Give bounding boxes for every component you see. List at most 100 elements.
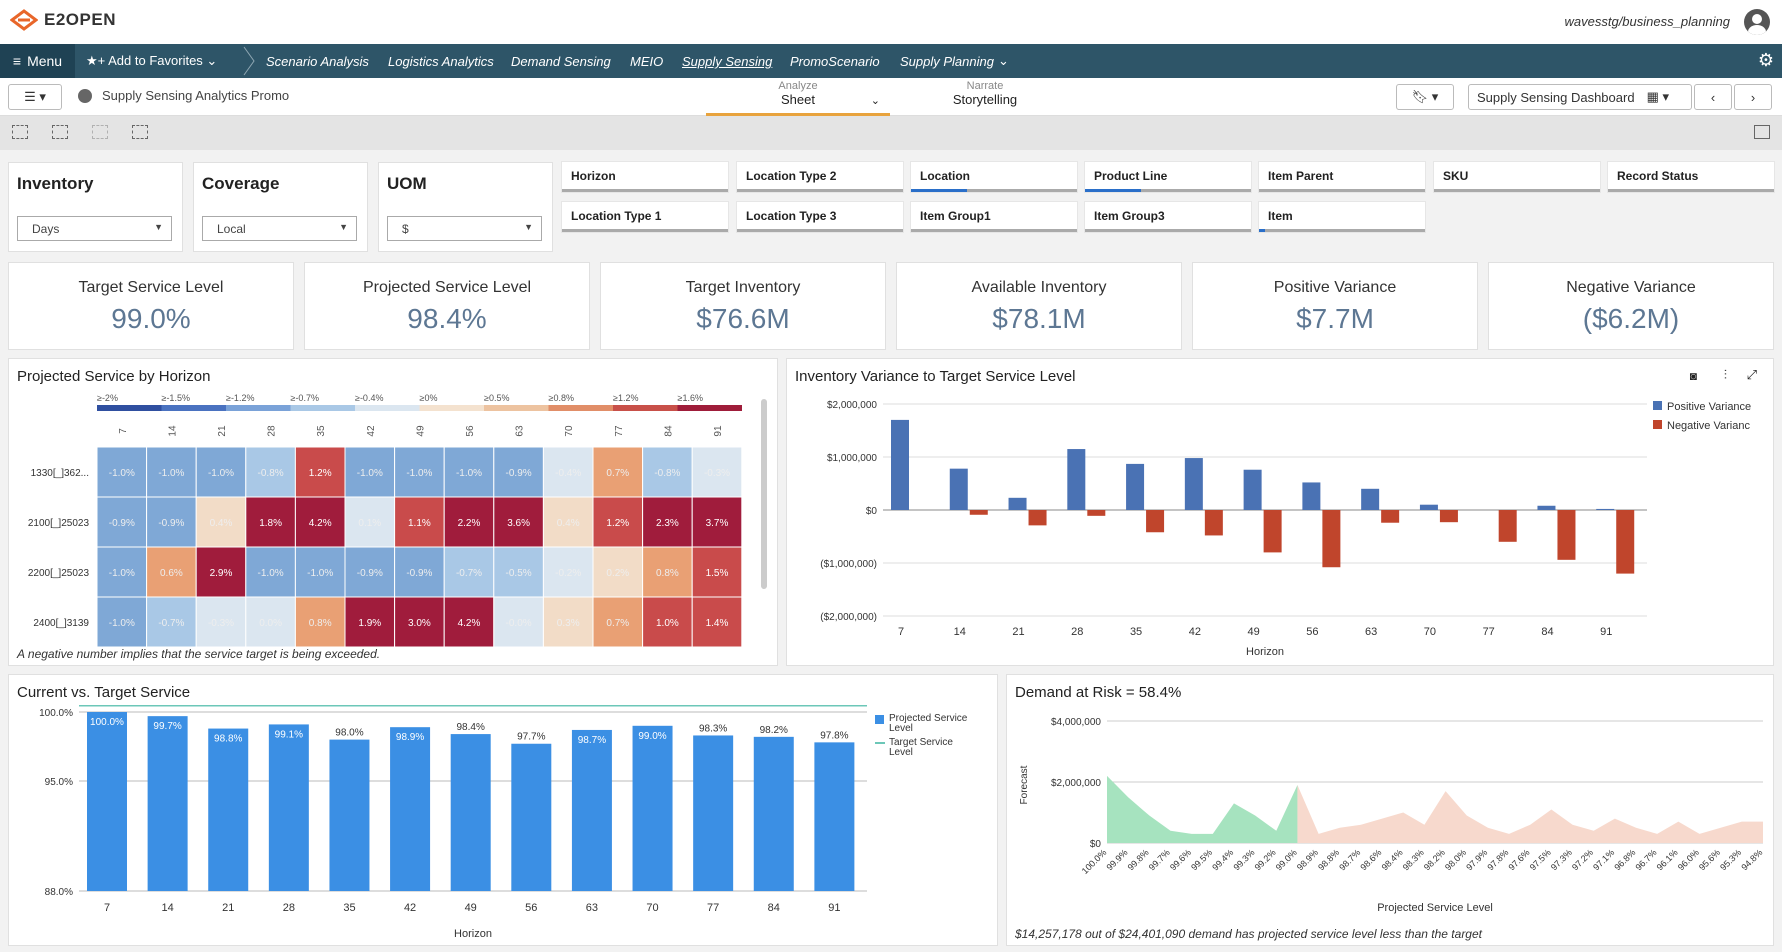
- service-panel: Current vs. Target Service 100.0% 95.0% 88…: [8, 674, 998, 946]
- list-menu-button[interactable]: ☰ ▾: [8, 84, 62, 110]
- heatmap-cell: [691, 546, 743, 598]
- chip-item[interactable]: Item: [1259, 202, 1425, 232]
- app-header: E2OPEN wavesstg/business_planning: [0, 0, 1782, 44]
- nav-meio[interactable]: MEIO: [630, 54, 664, 69]
- x-tick-label: 98.2%: [1422, 847, 1447, 872]
- heatmap-col-label: 56: [465, 425, 476, 437]
- chip-product-line[interactable]: Product Line: [1085, 162, 1251, 192]
- main-nav: ≡ Menu ★+ Add to Favorites ⌄ Scenario Ana…: [0, 44, 1782, 78]
- heatmap-cell: [394, 596, 445, 648]
- x-tick-label: 99.0%: [1274, 847, 1299, 872]
- positive-variance-bar: [1302, 482, 1321, 510]
- positive-variance-bar: [1067, 449, 1086, 510]
- projected-service-bar: [329, 739, 370, 891]
- negative-variance-bar: [1616, 510, 1635, 574]
- heatmap-legend-swatch: [161, 405, 226, 411]
- heatmap-legend-label: ≥1.2%: [613, 393, 638, 403]
- chip-location-type-2[interactable]: Location Type 2: [737, 162, 903, 192]
- heatmap-cell-label: -0.4%: [555, 468, 581, 479]
- kpi-positive-variance[interactable]: Positive Variance $7.7M: [1192, 262, 1478, 350]
- camera-icon[interactable]: ◙: [1689, 369, 1697, 383]
- kpi-negative-variance[interactable]: Negative Variance ($6.2M): [1488, 262, 1774, 350]
- heatmap-cell: [394, 546, 445, 598]
- x-tick-label: 63: [586, 902, 598, 914]
- zoom-select-icon[interactable]: [12, 125, 28, 139]
- uom-dropdown[interactable]: $: [387, 216, 542, 241]
- nav-scenario-analysis[interactable]: Scenario Analysis: [266, 54, 369, 69]
- nav-demand-sensing[interactable]: Demand Sensing: [511, 54, 611, 69]
- chip-location[interactable]: Location: [911, 162, 1077, 192]
- projected-service-bar: [511, 743, 552, 891]
- chip-horizon[interactable]: Horizon: [562, 162, 728, 192]
- heatmap-cell-label: -0.0%: [506, 618, 532, 629]
- chip-item-group1[interactable]: Item Group1: [911, 202, 1077, 232]
- bookmark-icon: 🔖︎ ▾: [1411, 89, 1439, 104]
- chip-location-type-3[interactable]: Location Type 3: [737, 202, 903, 232]
- heatmap-cell: [642, 546, 693, 598]
- heatmap-cell-label: 3.7%: [706, 518, 729, 529]
- add-to-favorites-button[interactable]: ★+ Add to Favorites ⌄: [86, 53, 217, 69]
- filter-sliders-icon[interactable]: ⫶: [1723, 367, 1727, 382]
- heatmap-cell: [542, 546, 594, 598]
- layout-icon[interactable]: [1754, 125, 1770, 139]
- brand-logo[interactable]: E2OPEN: [10, 8, 116, 32]
- chip-item-group3[interactable]: Item Group3: [1085, 202, 1251, 232]
- next-button[interactable]: ›: [1734, 84, 1772, 110]
- heatmap-cell: [146, 546, 197, 598]
- heatmap-row-label: 1330[_]362...: [31, 468, 89, 479]
- redo-select-icon[interactable]: [92, 125, 108, 139]
- heatmap-cell-label: 2.2%: [458, 518, 481, 529]
- kpi-target-inventory[interactable]: Target Inventory $76.6M: [600, 262, 886, 350]
- nav-supply-sensing[interactable]: Supply Sensing: [682, 54, 773, 69]
- nav-promoscenario[interactable]: PromoScenario: [790, 54, 880, 69]
- heatmap-legend-swatch: [484, 405, 549, 411]
- x-tick-label: 35: [343, 902, 355, 914]
- inventory-dropdown[interactable]: Days: [17, 216, 172, 241]
- undo-select-icon[interactable]: [52, 125, 68, 139]
- heatmap-cell: [294, 546, 346, 598]
- heatmap-cell: [443, 596, 495, 648]
- x-tick-label: 14: [161, 902, 173, 914]
- settings-select-icon[interactable]: [132, 125, 148, 139]
- negative-variance-bar: [1498, 510, 1517, 542]
- coverage-dropdown[interactable]: Local: [202, 216, 357, 241]
- menu-button[interactable]: ≡ Menu: [0, 44, 75, 78]
- chip-item-parent[interactable]: Item Parent: [1259, 162, 1425, 192]
- legend-label: Negative Varianc: [1667, 420, 1750, 432]
- nav-supply-planning[interactable]: Supply Planning: [900, 54, 994, 69]
- heatmap-cell: [344, 546, 396, 598]
- heatmap-cell-label: 0.7%: [606, 618, 629, 629]
- expand-icon[interactable]: ⤢: [1746, 367, 1757, 382]
- analyze-value: Sheet: [781, 92, 815, 107]
- demand-risk-note: $14,257,178 out of $24,401,090 demand ha…: [1015, 927, 1482, 941]
- heatmap-legend-label: ≥1.6%: [678, 393, 703, 403]
- menu-label: Menu: [27, 53, 63, 69]
- kpi-projected-service-level[interactable]: Projected Service Level 98.4%: [304, 262, 590, 350]
- user-name[interactable]: wavesstg/business_planning: [1564, 14, 1731, 29]
- x-tick-label: 97.9%: [1464, 847, 1489, 872]
- chip-record-status[interactable]: Record Status: [1608, 162, 1774, 192]
- nav-logistics-analytics[interactable]: Logistics Analytics: [388, 54, 494, 69]
- previous-button[interactable]: ‹: [1694, 84, 1732, 110]
- heatmap-cell: [96, 546, 148, 598]
- y-tick-label: $0: [866, 506, 878, 517]
- heatmap-cell-label: 0.8%: [656, 568, 679, 579]
- heatmap-cell: [394, 446, 445, 498]
- chevron-down-icon[interactable]: ⌄: [998, 53, 1009, 68]
- kpi-available-inventory[interactable]: Available Inventory $78.1M: [896, 262, 1182, 350]
- heatmap-cell: [294, 496, 346, 548]
- heatmap-cell-label: -1.0%: [158, 468, 184, 479]
- chip-location-type-1[interactable]: Location Type 1: [562, 202, 728, 232]
- bookmark-button[interactable]: 🔖︎ ▾: [1396, 84, 1454, 110]
- gear-icon[interactable]: ⚙: [1757, 50, 1774, 70]
- chip-sku[interactable]: SKU: [1434, 162, 1600, 192]
- heatmap-col-label: 42: [366, 425, 377, 437]
- dashboard-selector[interactable]: Supply Sensing Dashboard ▦ ▾: [1468, 84, 1692, 110]
- kpi-target-service-level[interactable]: Target Service Level 99.0%: [8, 262, 294, 350]
- bar-value-label: 98.7%: [578, 735, 606, 746]
- chip-item-label: Item: [1268, 209, 1293, 223]
- analyze-mode-selector[interactable]: Analyze Sheet ⌄: [706, 80, 890, 116]
- user-avatar-icon[interactable]: [1744, 9, 1770, 35]
- negative-variance-bar: [1146, 510, 1165, 533]
- narrate-mode-selector[interactable]: Narrate Storytelling: [915, 80, 1055, 116]
